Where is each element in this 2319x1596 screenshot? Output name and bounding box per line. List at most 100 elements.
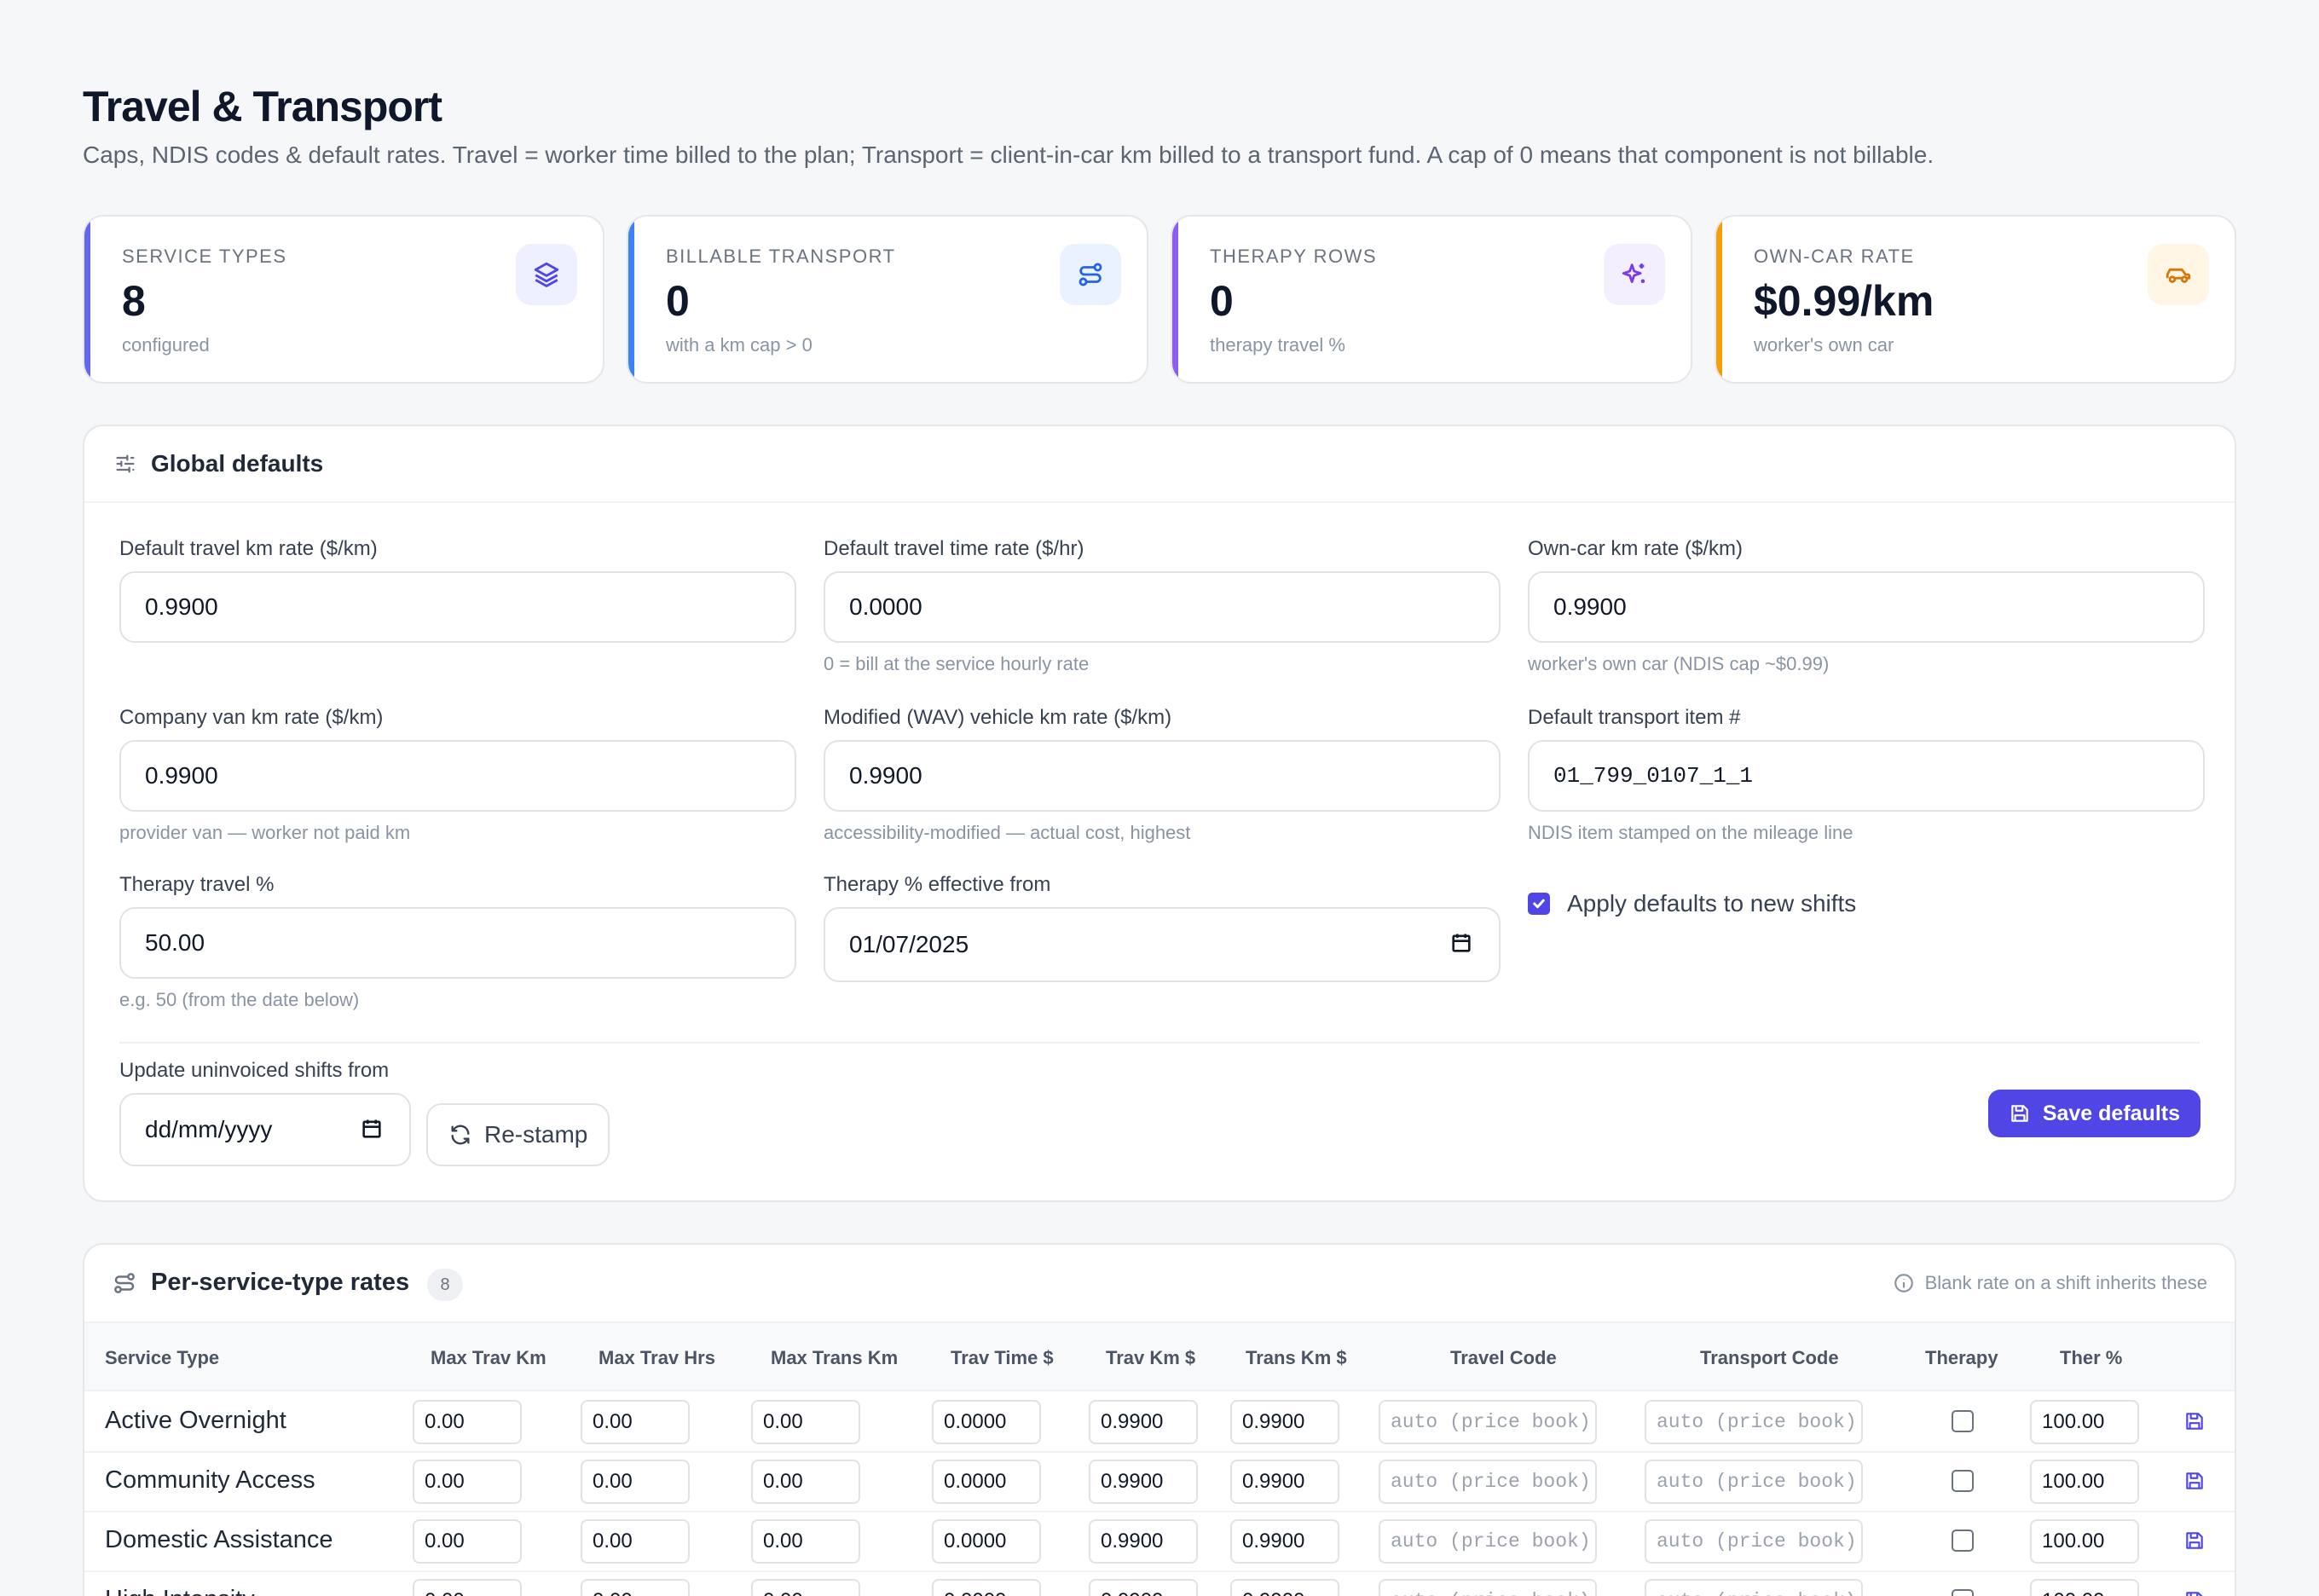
col-max-trav-hrs: Max Trav Hrs <box>599 1347 715 1368</box>
save-row-icon[interactable] <box>2183 1410 2206 1437</box>
save-row-icon[interactable] <box>2183 1589 2206 1596</box>
stat-card-therapy-rows: THERAPY ROWS 0 therapy travel % <box>1171 215 1692 384</box>
own-car-rate-hint: worker's own car (NDIS cap ~$0.99) <box>1528 653 1830 674</box>
stat-card-billable-transport: BILLABLE TRANSPORT 0 with a km cap > 0 <box>627 215 1148 384</box>
transport-code-input[interactable]: auto (price book) <box>1645 1579 1863 1596</box>
van-rate-label: Company van km rate ($/km) <box>119 706 384 729</box>
sliders-icon <box>113 452 137 480</box>
travel-code-input[interactable]: auto (price book) <box>1379 1579 1597 1596</box>
trav-time-input[interactable]: 0.0000 <box>932 1579 1041 1596</box>
sparkles-icon <box>1604 244 1665 305</box>
max-trav-hrs-input[interactable]: 0.00 <box>581 1400 690 1444</box>
max-trans-km-input[interactable]: 0.00 <box>751 1400 860 1444</box>
trans-km-input[interactable]: 0.9900 <box>1230 1460 1339 1504</box>
own-car-rate-input[interactable]: 0.9900 <box>1528 571 2205 643</box>
max-trav-hrs-input[interactable]: 0.00 <box>581 1460 690 1504</box>
stat-value: 0 <box>1210 277 1234 325</box>
max-trav-km-input[interactable]: 0.00 <box>413 1519 522 1564</box>
car-icon <box>2148 244 2209 305</box>
therapy-checkbox[interactable] <box>1952 1589 1974 1596</box>
therapy-from-label: Therapy % effective from <box>824 873 1051 896</box>
trav-km-input[interactable]: 0.9900 <box>1089 1460 1198 1504</box>
global-defaults-card: Global defaults Default travel km rate (… <box>83 425 2236 1202</box>
trav-time-input[interactable]: 0.0000 <box>932 1519 1041 1564</box>
therapy-pct-hint: e.g. 50 (from the date below) <box>119 989 360 1010</box>
inherit-note: Blank rate on a shift inherits these <box>1893 1272 2207 1294</box>
max-trans-km-input[interactable]: 0.00 <box>751 1579 860 1596</box>
restamp-button[interactable]: Re-stamp <box>426 1103 610 1166</box>
ther-pct-input[interactable]: 100.00 <box>2030 1460 2139 1504</box>
ther-pct-input[interactable]: 100.00 <box>2030 1519 2139 1564</box>
max-trans-km-input[interactable]: 0.00 <box>751 1519 860 1564</box>
stat-card-own-car-rate: OWN-CAR RATE $0.99/km worker's own car <box>1715 215 2236 384</box>
travel-time-rate-input[interactable]: 0.0000 <box>824 571 1501 643</box>
trav-time-input[interactable]: 0.0000 <box>932 1400 1041 1444</box>
travel-time-rate-hint: 0 = bill at the service hourly rate <box>824 653 1090 674</box>
travel-code-input[interactable]: auto (price book) <box>1379 1400 1597 1444</box>
col-trav-time: Trav Time $ <box>951 1347 1054 1368</box>
checkbox-checked-icon[interactable] <box>1528 893 1550 915</box>
calendar-icon[interactable] <box>1449 931 1473 961</box>
therapy-checkbox[interactable] <box>1952 1410 1974 1432</box>
table-row: Community Access 0.00 0.00 0.00 0.0000 0.9900… <box>84 1453 2235 1512</box>
max-trav-km-input[interactable]: 0.00 <box>413 1579 522 1596</box>
calendar-icon[interactable] <box>360 1117 384 1147</box>
input-value: 0.9900 <box>1553 593 1627 620</box>
travel-code-input[interactable]: auto (price book) <box>1379 1460 1597 1504</box>
transport-code-input[interactable]: auto (price book) <box>1645 1460 1863 1504</box>
trav-km-input[interactable]: 0.9900 <box>1089 1519 1198 1564</box>
table-row: Domestic Assistance 0.00 0.00 0.00 0.0000 0.9… <box>84 1512 2235 1572</box>
trav-time-input[interactable]: 0.0000 <box>932 1460 1041 1504</box>
therapy-pct-label: Therapy travel % <box>119 873 275 896</box>
wav-rate-input[interactable]: 0.9900 <box>824 740 1501 812</box>
max-trav-hrs-input[interactable]: 0.00 <box>581 1519 690 1564</box>
therapy-pct-input[interactable]: 50.00 <box>119 907 796 979</box>
travel-time-rate-label: Default travel time rate ($/hr) <box>824 537 1084 560</box>
max-trav-hrs-input[interactable]: 0.00 <box>581 1579 690 1596</box>
save-defaults-label: Save defaults <box>2042 1101 2180 1125</box>
save-row-icon[interactable] <box>2183 1470 2206 1496</box>
trans-km-input[interactable]: 0.9900 <box>1230 1400 1339 1444</box>
input-value: 0.9900 <box>145 762 218 789</box>
stat-label: OWN-CAR RATE <box>1754 246 1915 267</box>
therapy-checkbox[interactable] <box>1952 1530 1974 1552</box>
apply-defaults-checkbox[interactable]: Apply defaults to new shifts <box>1528 890 1856 917</box>
trans-km-input[interactable]: 0.9900 <box>1230 1519 1339 1564</box>
transport-item-input[interactable]: 01_799_0107_1_1 <box>1528 740 2205 812</box>
stat-accent-bar <box>1172 217 1178 382</box>
therapy-from-date-input[interactable]: 01/07/2025 <box>824 907 1501 982</box>
col-max-trav-km: Max Trav Km <box>431 1347 546 1368</box>
max-trans-km-input[interactable]: 0.00 <box>751 1460 860 1504</box>
input-value: 0.9900 <box>145 593 218 620</box>
restamp-label: Re-stamp <box>484 1121 588 1148</box>
transport-item-hint: NDIS item stamped on the mileage line <box>1528 822 1853 843</box>
save-row-icon[interactable] <box>2183 1530 2206 1556</box>
transport-code-input[interactable]: auto (price book) <box>1645 1519 1863 1564</box>
input-value: 0.0000 <box>849 593 922 620</box>
save-defaults-button[interactable]: Save defaults <box>1987 1090 2200 1137</box>
max-trav-km-input[interactable]: 0.00 <box>413 1400 522 1444</box>
travel-km-rate-input[interactable]: 0.9900 <box>119 571 796 643</box>
stat-accent-bar <box>1716 217 1722 382</box>
divider <box>119 1042 2200 1044</box>
trav-km-input[interactable]: 0.9900 <box>1089 1400 1198 1444</box>
trav-km-input[interactable]: 0.9900 <box>1089 1579 1198 1596</box>
van-rate-input[interactable]: 0.9900 <box>119 740 796 812</box>
update-from-date-input[interactable]: dd/mm/yyyy <box>119 1093 411 1166</box>
stat-sub: therapy travel % <box>1210 334 1345 356</box>
route-icon <box>112 1270 137 1300</box>
travel-code-input[interactable]: auto (price book) <box>1379 1519 1597 1564</box>
therapy-checkbox[interactable] <box>1952 1470 1974 1492</box>
max-trav-km-input[interactable]: 0.00 <box>413 1460 522 1504</box>
col-service-type: Service Type <box>105 1347 220 1368</box>
stat-value: 8 <box>122 277 146 325</box>
col-max-trans-km: Max Trans Km <box>771 1347 899 1368</box>
card-title: Global defaults <box>151 450 324 477</box>
ther-pct-input[interactable]: 100.00 <box>2030 1400 2139 1444</box>
stat-sub: worker's own car <box>1754 334 1894 356</box>
col-trav-km: Trav Km $ <box>1106 1347 1196 1368</box>
transport-code-input[interactable]: auto (price book) <box>1645 1400 1863 1444</box>
trans-km-input[interactable]: 0.9900 <box>1230 1579 1339 1596</box>
ther-pct-input[interactable]: 100.00 <box>2030 1579 2139 1596</box>
table-header-row: Service Type Max Trav Km Max Trav Hrs Ma… <box>84 1323 2235 1391</box>
